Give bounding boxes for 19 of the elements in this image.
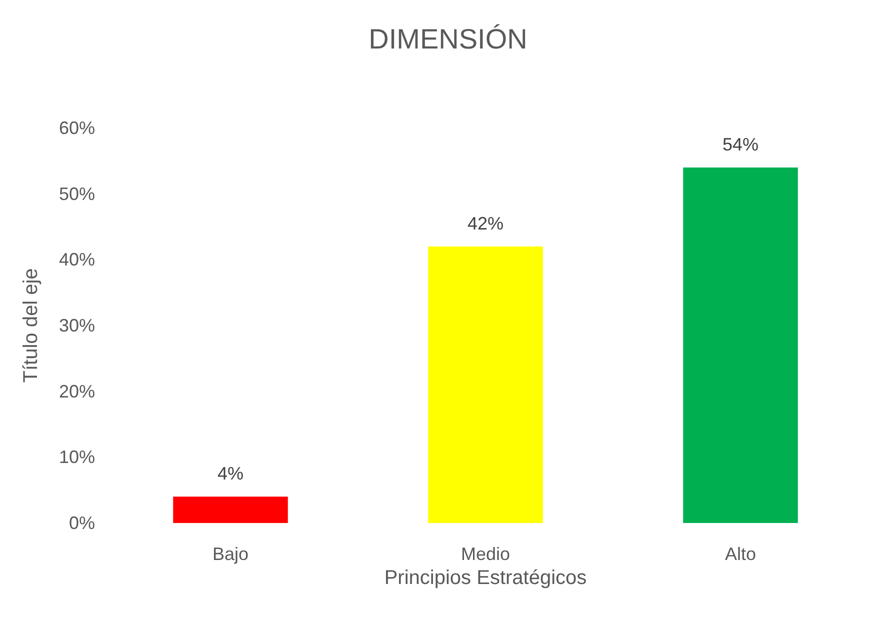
x-tick-label: Medio <box>460 544 510 564</box>
bar <box>173 496 288 523</box>
x-axis-title: Principios Estratégicos <box>384 566 587 589</box>
y-tick-label: 0% <box>68 513 95 533</box>
y-axis-title: Título del eje <box>20 268 42 383</box>
y-tick-label: 60% <box>58 118 95 138</box>
bar <box>428 246 543 523</box>
y-tick-label: 40% <box>58 250 95 270</box>
bar <box>683 168 798 523</box>
x-tick-label: Bajo <box>212 544 249 564</box>
y-tick-label: 50% <box>58 184 95 204</box>
x-tick-label: Alto <box>724 544 756 564</box>
data-label: 4% <box>217 464 244 484</box>
y-tick-label: 30% <box>58 316 95 336</box>
chart-title: DIMENSIÓN <box>368 24 528 54</box>
data-label: 54% <box>722 134 759 154</box>
y-tick-label: 20% <box>58 381 95 402</box>
data-label: 42% <box>467 214 504 234</box>
y-tick-label: 10% <box>58 447 95 468</box>
